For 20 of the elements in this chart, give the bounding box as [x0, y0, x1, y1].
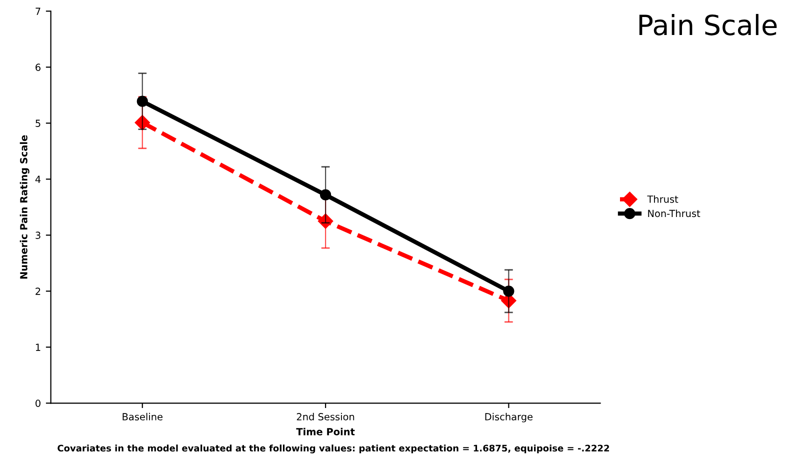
legend-label: Thrust: [647, 195, 678, 203]
x-tick-label: 2nd Session: [296, 412, 354, 420]
y-axis-title: Numeric Pain Rating Scale: [20, 135, 30, 279]
x-tick-label: Baseline: [122, 412, 162, 420]
point: [320, 189, 332, 200]
point: [503, 286, 514, 297]
y-tick-label: 0: [36, 400, 40, 407]
y-tick-label: 4: [35, 176, 41, 183]
y-tick-label: 6: [36, 64, 40, 71]
point: [136, 96, 148, 107]
x-tick-label: Discharge: [485, 412, 533, 422]
y-tick-label: 1: [36, 344, 40, 351]
text: Covariates in the model evaluated at the following values: patient expectation = 1.6875, equipoise = -.2222: [58, 444, 610, 454]
x-axis-title: Time Point: [296, 428, 355, 436]
legend-label: Non-Thrust: [648, 210, 700, 218]
y-tick-label: 3: [36, 232, 40, 239]
y-tick-label: 2: [36, 288, 40, 295]
y-tick-label: 7: [36, 8, 40, 15]
text: Pain Scale: [639, 14, 777, 36]
y-tick-label: 5: [36, 120, 40, 127]
